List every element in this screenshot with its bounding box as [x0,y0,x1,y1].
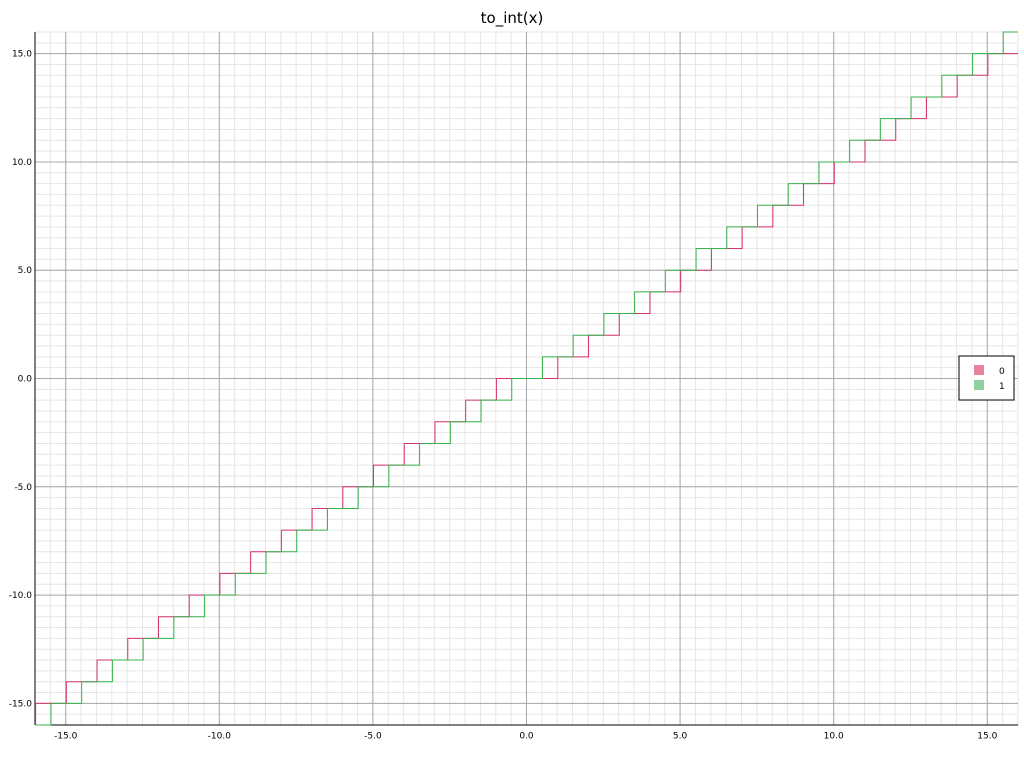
y-tick-label: 10.0 [12,158,32,168]
series-layer [35,31,1018,726]
legend-label-0: 0 [999,367,1005,377]
y-tick-label: -10.0 [9,591,33,601]
chart-title: to_int(x) [481,9,544,28]
legend: 01 [958,355,1015,401]
y-tick-label: 0.0 [18,375,33,385]
x-tick-label: -5.0 [364,732,382,742]
axes [34,32,1018,726]
legend-swatch-1 [974,380,984,390]
series-line-1 [35,31,1018,726]
x-tick-labels: -15.0 -10.0 -5.0 0.0 5.0 10.0 15.0 [54,732,998,742]
x-tick-label: 5.0 [673,732,688,742]
y-tick-label: -5.0 [14,483,32,493]
y-tick-label: 5.0 [18,266,33,276]
y-tick-label: -15.0 [9,699,33,709]
legend-label-1: 1 [999,382,1005,392]
legend-swatch-0 [974,365,984,375]
x-tick-label: 0.0 [519,732,534,742]
legend-box [958,355,1015,401]
x-tick-label: 10.0 [824,732,844,742]
x-tick-label: -15.0 [54,732,78,742]
y-tick-label: 15.0 [12,50,32,60]
x-tick-label: -10.0 [208,732,232,742]
x-tick-label: 15.0 [977,732,997,742]
y-tick-labels: -15.0 -10.0 -5.0 0.0 5.0 10.0 15.0 [9,50,33,710]
major-grid [35,32,1018,725]
